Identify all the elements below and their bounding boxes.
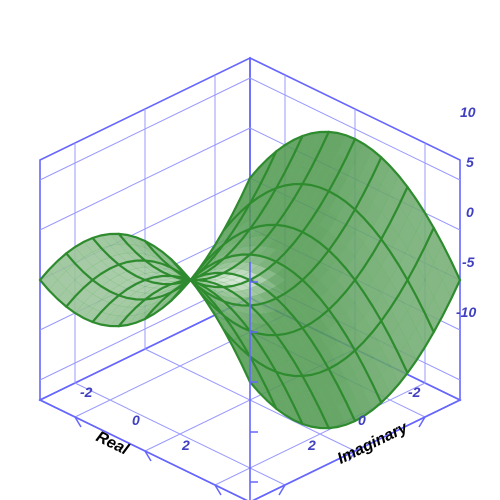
z-tick-10: 10 <box>460 105 476 119</box>
plot-svg <box>0 0 500 500</box>
z-tick-0: 0 <box>466 205 474 219</box>
z-tick-5: 5 <box>466 155 474 169</box>
chart-3d-container: { "chart": { "type": "3d-surface", "titl… <box>0 0 500 500</box>
z-tick--10: -10 <box>456 305 476 319</box>
x-tick-0: 0 <box>132 413 140 427</box>
x-tick--2: -2 <box>80 385 92 399</box>
x-tick-2: 2 <box>182 438 190 452</box>
z-tick--5: -5 <box>462 255 474 269</box>
y-tick-2: 2 <box>308 438 316 452</box>
y-tick--2: -2 <box>408 385 420 399</box>
y-tick-0: 0 <box>358 413 366 427</box>
